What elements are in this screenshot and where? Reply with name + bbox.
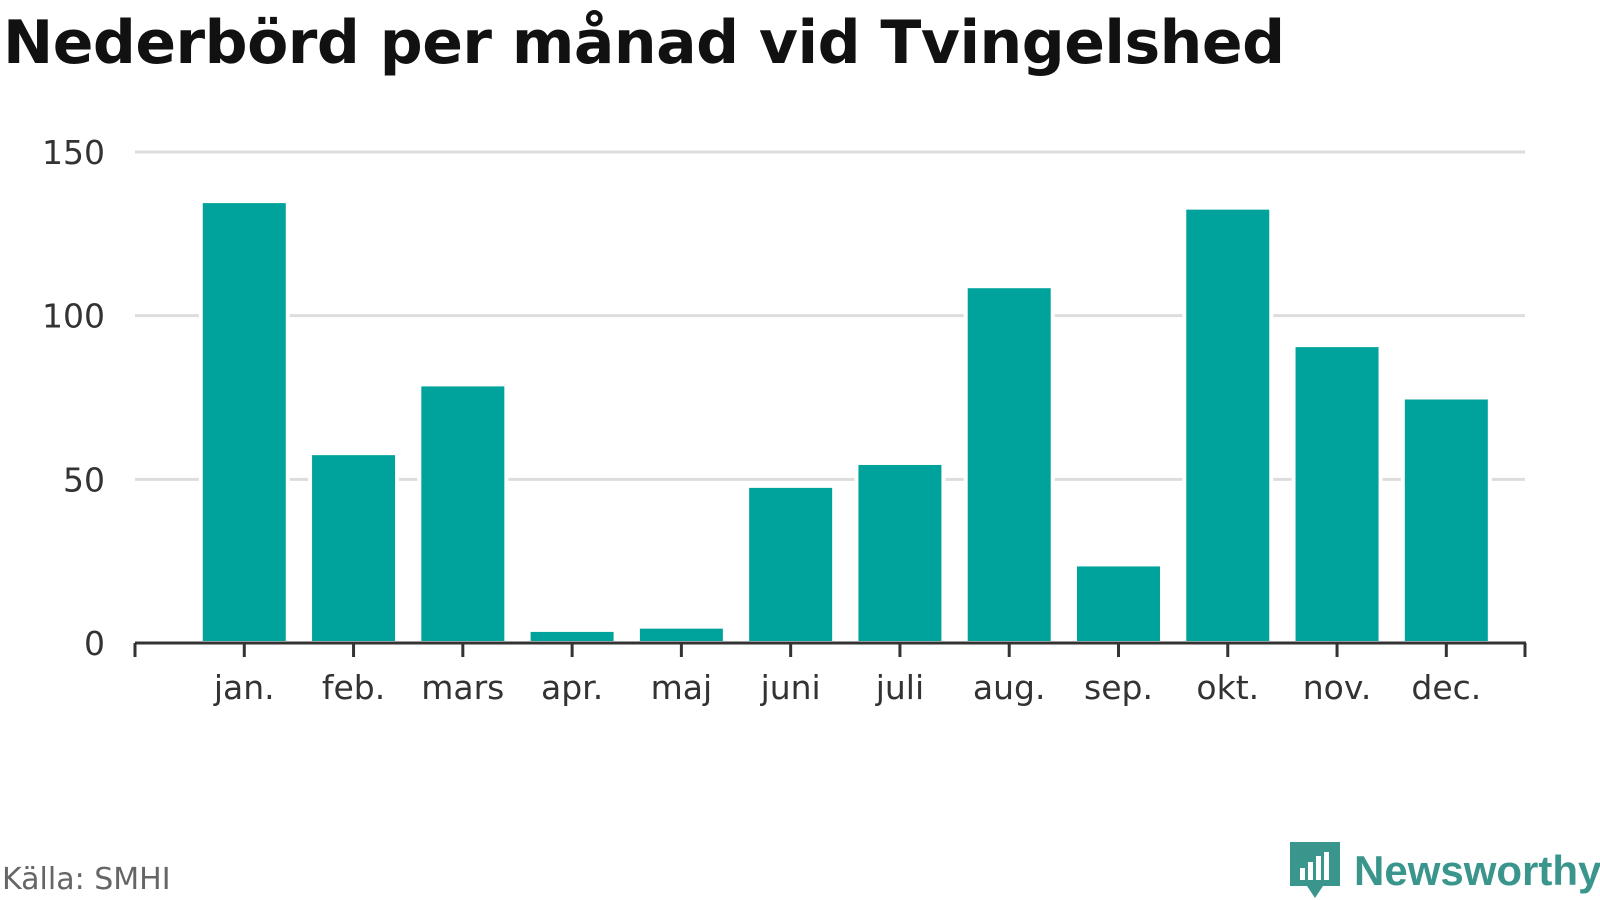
- bar-apr[interactable]: [526, 627, 618, 646]
- x-tick-labels: jan. feb. mars apr. maj juni juli aug. sep. okt. n…: [213, 668, 1481, 707]
- x-axis: [133, 641, 1527, 657]
- y-tick-label: 100: [42, 297, 105, 336]
- y-tick-labels: 0 50 100 150: [42, 133, 105, 663]
- bar-mars[interactable]: [417, 382, 509, 645]
- x-tick-label: jan.: [213, 668, 275, 707]
- x-tick-label: dec.: [1411, 668, 1481, 707]
- bar-chart: 0 50 100 150 jan. feb. mars apr. maj juni juli aug…: [42, 133, 1527, 707]
- bar-nov[interactable]: [1291, 343, 1383, 645]
- x-tick-label: juli: [875, 668, 924, 707]
- x-tick-label: mars: [421, 668, 504, 707]
- bar-sep[interactable]: [1072, 562, 1164, 645]
- bar-dec[interactable]: [1400, 395, 1492, 645]
- bar-aug[interactable]: [963, 284, 1055, 645]
- x-tick-label: nov.: [1303, 668, 1372, 707]
- bar-feb[interactable]: [308, 451, 400, 645]
- bar-okt[interactable]: [1182, 205, 1274, 645]
- x-tick-label: aug.: [973, 668, 1046, 707]
- x-tick-label: maj: [651, 668, 713, 707]
- x-tick-label: sep.: [1084, 668, 1153, 707]
- brand-logo[interactable]: Newsworthy: [1290, 842, 1600, 900]
- bars: [198, 199, 1492, 646]
- brand-name: Newsworthy: [1354, 847, 1600, 894]
- bar-jan[interactable]: [198, 199, 290, 645]
- x-tick-label: apr.: [541, 668, 603, 707]
- x-tick-label: okt.: [1196, 668, 1259, 707]
- bar-maj[interactable]: [635, 624, 727, 646]
- y-tick-label: 50: [63, 460, 105, 499]
- bar-juni[interactable]: [745, 483, 837, 645]
- chart-title: Nederbörd per månad vid Tvingelshed: [3, 8, 1285, 78]
- newsworthy-logo-icon: [1290, 842, 1340, 898]
- x-tick-label: juni: [760, 668, 821, 707]
- source-note: Källa: SMHI: [2, 862, 171, 897]
- bar-juli[interactable]: [854, 460, 946, 646]
- y-tick-label: 150: [42, 133, 105, 172]
- x-tick-label: feb.: [322, 668, 385, 707]
- y-tick-label: 0: [84, 624, 105, 663]
